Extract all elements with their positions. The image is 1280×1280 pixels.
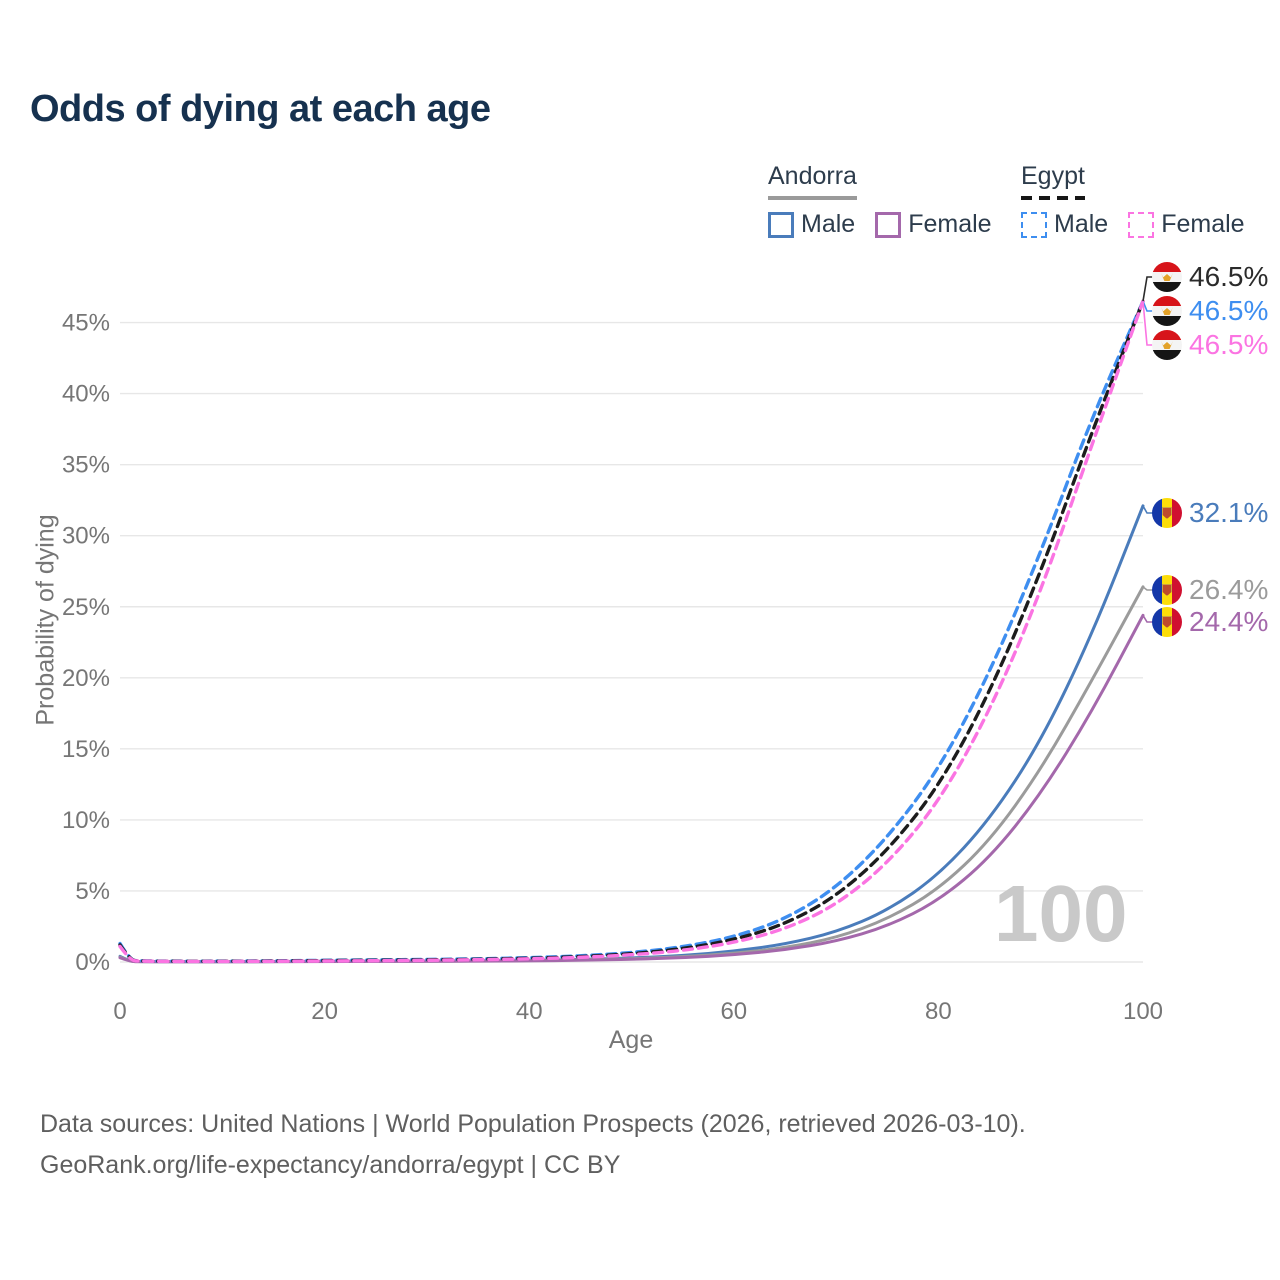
x-tick-label: 40 [516, 998, 543, 1025]
legend-entry-label: Male [1054, 210, 1109, 238]
legend-country-egypt: Egypt [1021, 162, 1085, 200]
legend-entry-label: Male [801, 210, 856, 238]
y-tick-label: 35% [62, 452, 110, 479]
end-label-andorra-female: 24.4% [1152, 606, 1268, 638]
footer-attribution: Data sources: United Nations | World Pop… [40, 1104, 1026, 1186]
end-label-andorra-male: 32.1% [1152, 497, 1268, 529]
x-tick-label: 60 [720, 998, 747, 1025]
legend-country-andorra: Andorra [768, 162, 857, 200]
y-tick-label: 30% [62, 523, 110, 550]
y-tick-label: 15% [62, 736, 110, 763]
end-label-value: 46.5% [1189, 261, 1269, 292]
watermark-100: 100 [994, 869, 1128, 958]
y-axis-title: Probability of dying [31, 514, 60, 726]
egypt-flag-icon [1152, 330, 1182, 360]
andorra-flag-icon [1152, 575, 1182, 605]
egypt-flag-icon [1152, 262, 1182, 292]
end-label-value: 24.4% [1189, 606, 1269, 637]
andorra-female-swatch-icon [875, 211, 902, 238]
x-tick-label: 80 [925, 998, 952, 1025]
end-label-value: 46.5% [1189, 329, 1269, 360]
egypt-female-swatch-icon [1128, 211, 1155, 238]
legend-entry-andorra-female[interactable]: Female [875, 210, 992, 239]
data-sources-line: Data sources: United Nations | World Pop… [40, 1110, 1026, 1138]
legend-group-egypt: Egypt Male Female [1021, 162, 1245, 239]
legend-country-label: Egypt [1021, 162, 1085, 190]
end-label-egypt-male: 46.5% [1152, 295, 1268, 327]
line-egypt-both [118, 299, 1145, 963]
andorra-flag-icon [1152, 607, 1182, 637]
y-tick-label: 0% [75, 949, 110, 976]
y-tick-label: 5% [75, 878, 110, 905]
end-label-value: 46.5% [1189, 295, 1269, 326]
egypt-male-swatch-icon [1021, 211, 1047, 238]
y-tick-label: 25% [62, 594, 110, 621]
andorra-flag-icon [1152, 498, 1182, 528]
legend-entry-andorra-male[interactable]: Male [768, 210, 855, 239]
source-url-line: GeoRank.org/life-expectancy/andorra/egyp… [40, 1151, 621, 1179]
legend-entry-egypt-female[interactable]: Female [1128, 210, 1245, 239]
end-label-value: 32.1% [1189, 497, 1269, 528]
line-andorra-male [118, 504, 1145, 964]
end-label-andorra-both: 26.4% [1152, 574, 1268, 606]
y-tick-label: 20% [62, 665, 110, 692]
x-tick-label: 0 [113, 998, 126, 1025]
x-tick-label: 20 [311, 998, 338, 1025]
legend-entry-label: Female [1161, 210, 1245, 238]
legend-entry-label: Female [908, 210, 992, 238]
line-andorra-female [118, 613, 1145, 964]
line-andorra-both [118, 585, 1145, 964]
page-title: Odds of dying at each age [30, 88, 491, 130]
legend-country-label: Andorra [768, 162, 857, 190]
x-tick-label: 100 [1123, 998, 1163, 1025]
egypt-flag-icon [1152, 296, 1182, 326]
legend-entry-egypt-male[interactable]: Male [1021, 210, 1108, 239]
legend-group-andorra: Andorra Male Female [768, 162, 992, 239]
egypt-dashed-line-swatch [1021, 196, 1085, 200]
end-label-egypt-both: 46.5% [1152, 261, 1268, 293]
y-tick-label: 40% [62, 381, 110, 408]
x-axis-title: Age [608, 1026, 654, 1054]
andorra-male-swatch-icon [768, 211, 794, 238]
y-tick-label: 45% [62, 310, 110, 337]
line-egypt-male [118, 299, 1145, 963]
line-egypt-female [118, 299, 1145, 964]
andorra-solid-line-swatch [768, 196, 857, 200]
end-label-egypt-female: 46.5% [1152, 329, 1268, 361]
y-tick-label: 10% [62, 807, 110, 834]
end-label-value: 26.4% [1189, 574, 1269, 605]
